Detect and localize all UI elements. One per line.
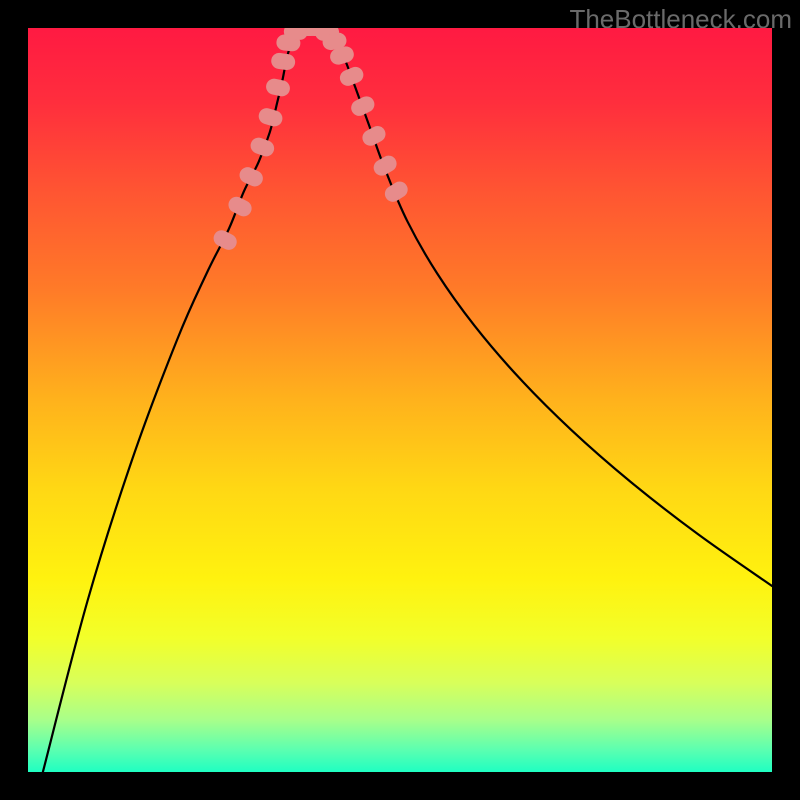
chart-container: TheBottleneck.com bbox=[0, 0, 800, 800]
plot-svg bbox=[28, 28, 772, 772]
plot-area bbox=[28, 28, 772, 772]
gradient-background bbox=[28, 28, 772, 772]
